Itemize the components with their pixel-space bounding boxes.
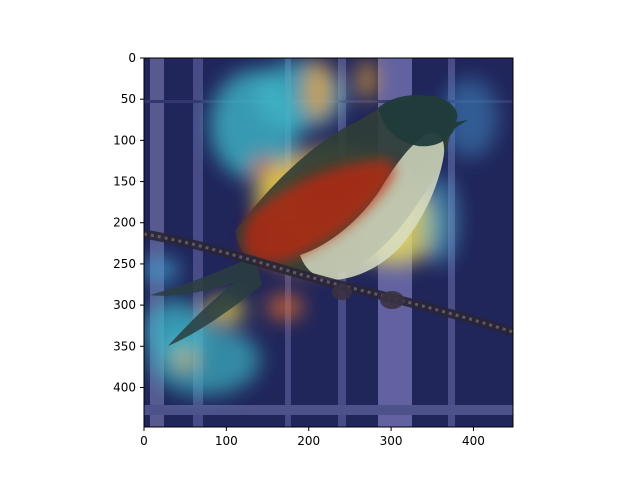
y-axis: 0 50 100 150 200 250 300 350 400 <box>113 51 144 394</box>
bird-wing <box>242 159 395 264</box>
y-tick-label: 100 <box>113 133 136 147</box>
x-tick-label: 400 <box>462 434 485 448</box>
axes-frame <box>143 57 514 428</box>
heatmap-image <box>144 58 513 427</box>
x-tick-label: 100 <box>215 434 238 448</box>
y-tick-label: 50 <box>121 92 136 106</box>
bird-tail <box>150 255 262 346</box>
y-tick-label: 400 <box>113 380 136 394</box>
y-tick-label: 300 <box>113 298 136 312</box>
x-axis: 0 100 200 300 400 <box>140 427 485 448</box>
bird-belly <box>300 132 445 281</box>
bird-feet <box>332 284 404 309</box>
y-tick-label: 350 <box>113 339 136 353</box>
y-tick-label: 200 <box>113 216 136 230</box>
bird-head <box>378 95 468 147</box>
x-tick-label: 300 <box>380 434 403 448</box>
y-tick-label: 250 <box>113 257 136 271</box>
bird <box>150 95 468 346</box>
y-tick-label: 150 <box>113 175 136 189</box>
x-tick-label: 200 <box>297 434 320 448</box>
x-tick-label: 0 <box>140 434 148 448</box>
y-tick-label: 0 <box>128 51 136 65</box>
